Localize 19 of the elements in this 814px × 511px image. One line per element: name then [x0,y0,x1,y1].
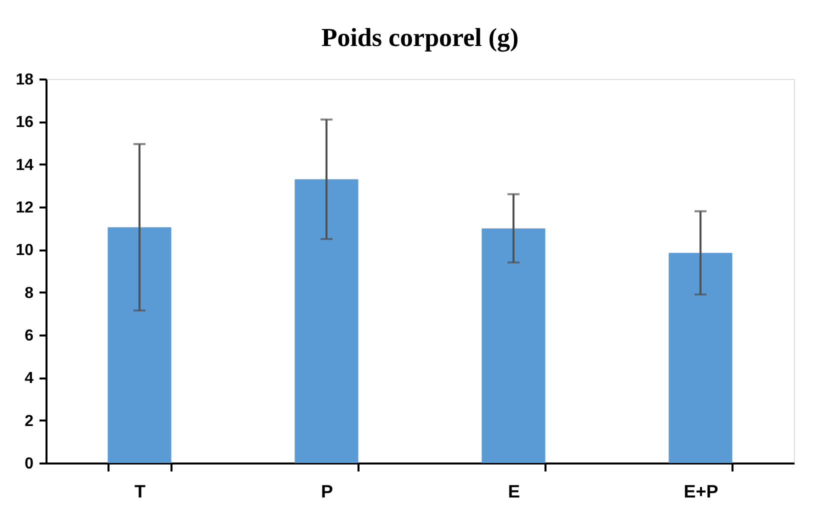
y-tick-label: 14 [16,156,34,174]
y-tick-label: 4 [24,370,34,388]
y-tick-label: 8 [24,284,34,302]
chart-title: Poids corporel (g) [321,23,519,52]
x-tick-label: P [320,482,334,502]
y-tick-label: 18 [16,72,34,88]
y-tick-label: 0 [24,456,34,472]
y-tick-label: 12 [16,200,34,216]
y-tick-label: 6 [24,328,34,344]
bar [294,179,358,463]
bar [108,227,172,463]
bar [482,228,546,463]
y-tick-label: 16 [16,114,34,132]
bar [668,252,732,463]
y-tick-label: 2 [24,412,34,430]
y-tick-label: 10 [16,242,34,260]
x-tick-label: E [508,482,520,502]
x-tick-label: T [134,482,146,502]
x-tick-label: E+P [684,482,718,502]
